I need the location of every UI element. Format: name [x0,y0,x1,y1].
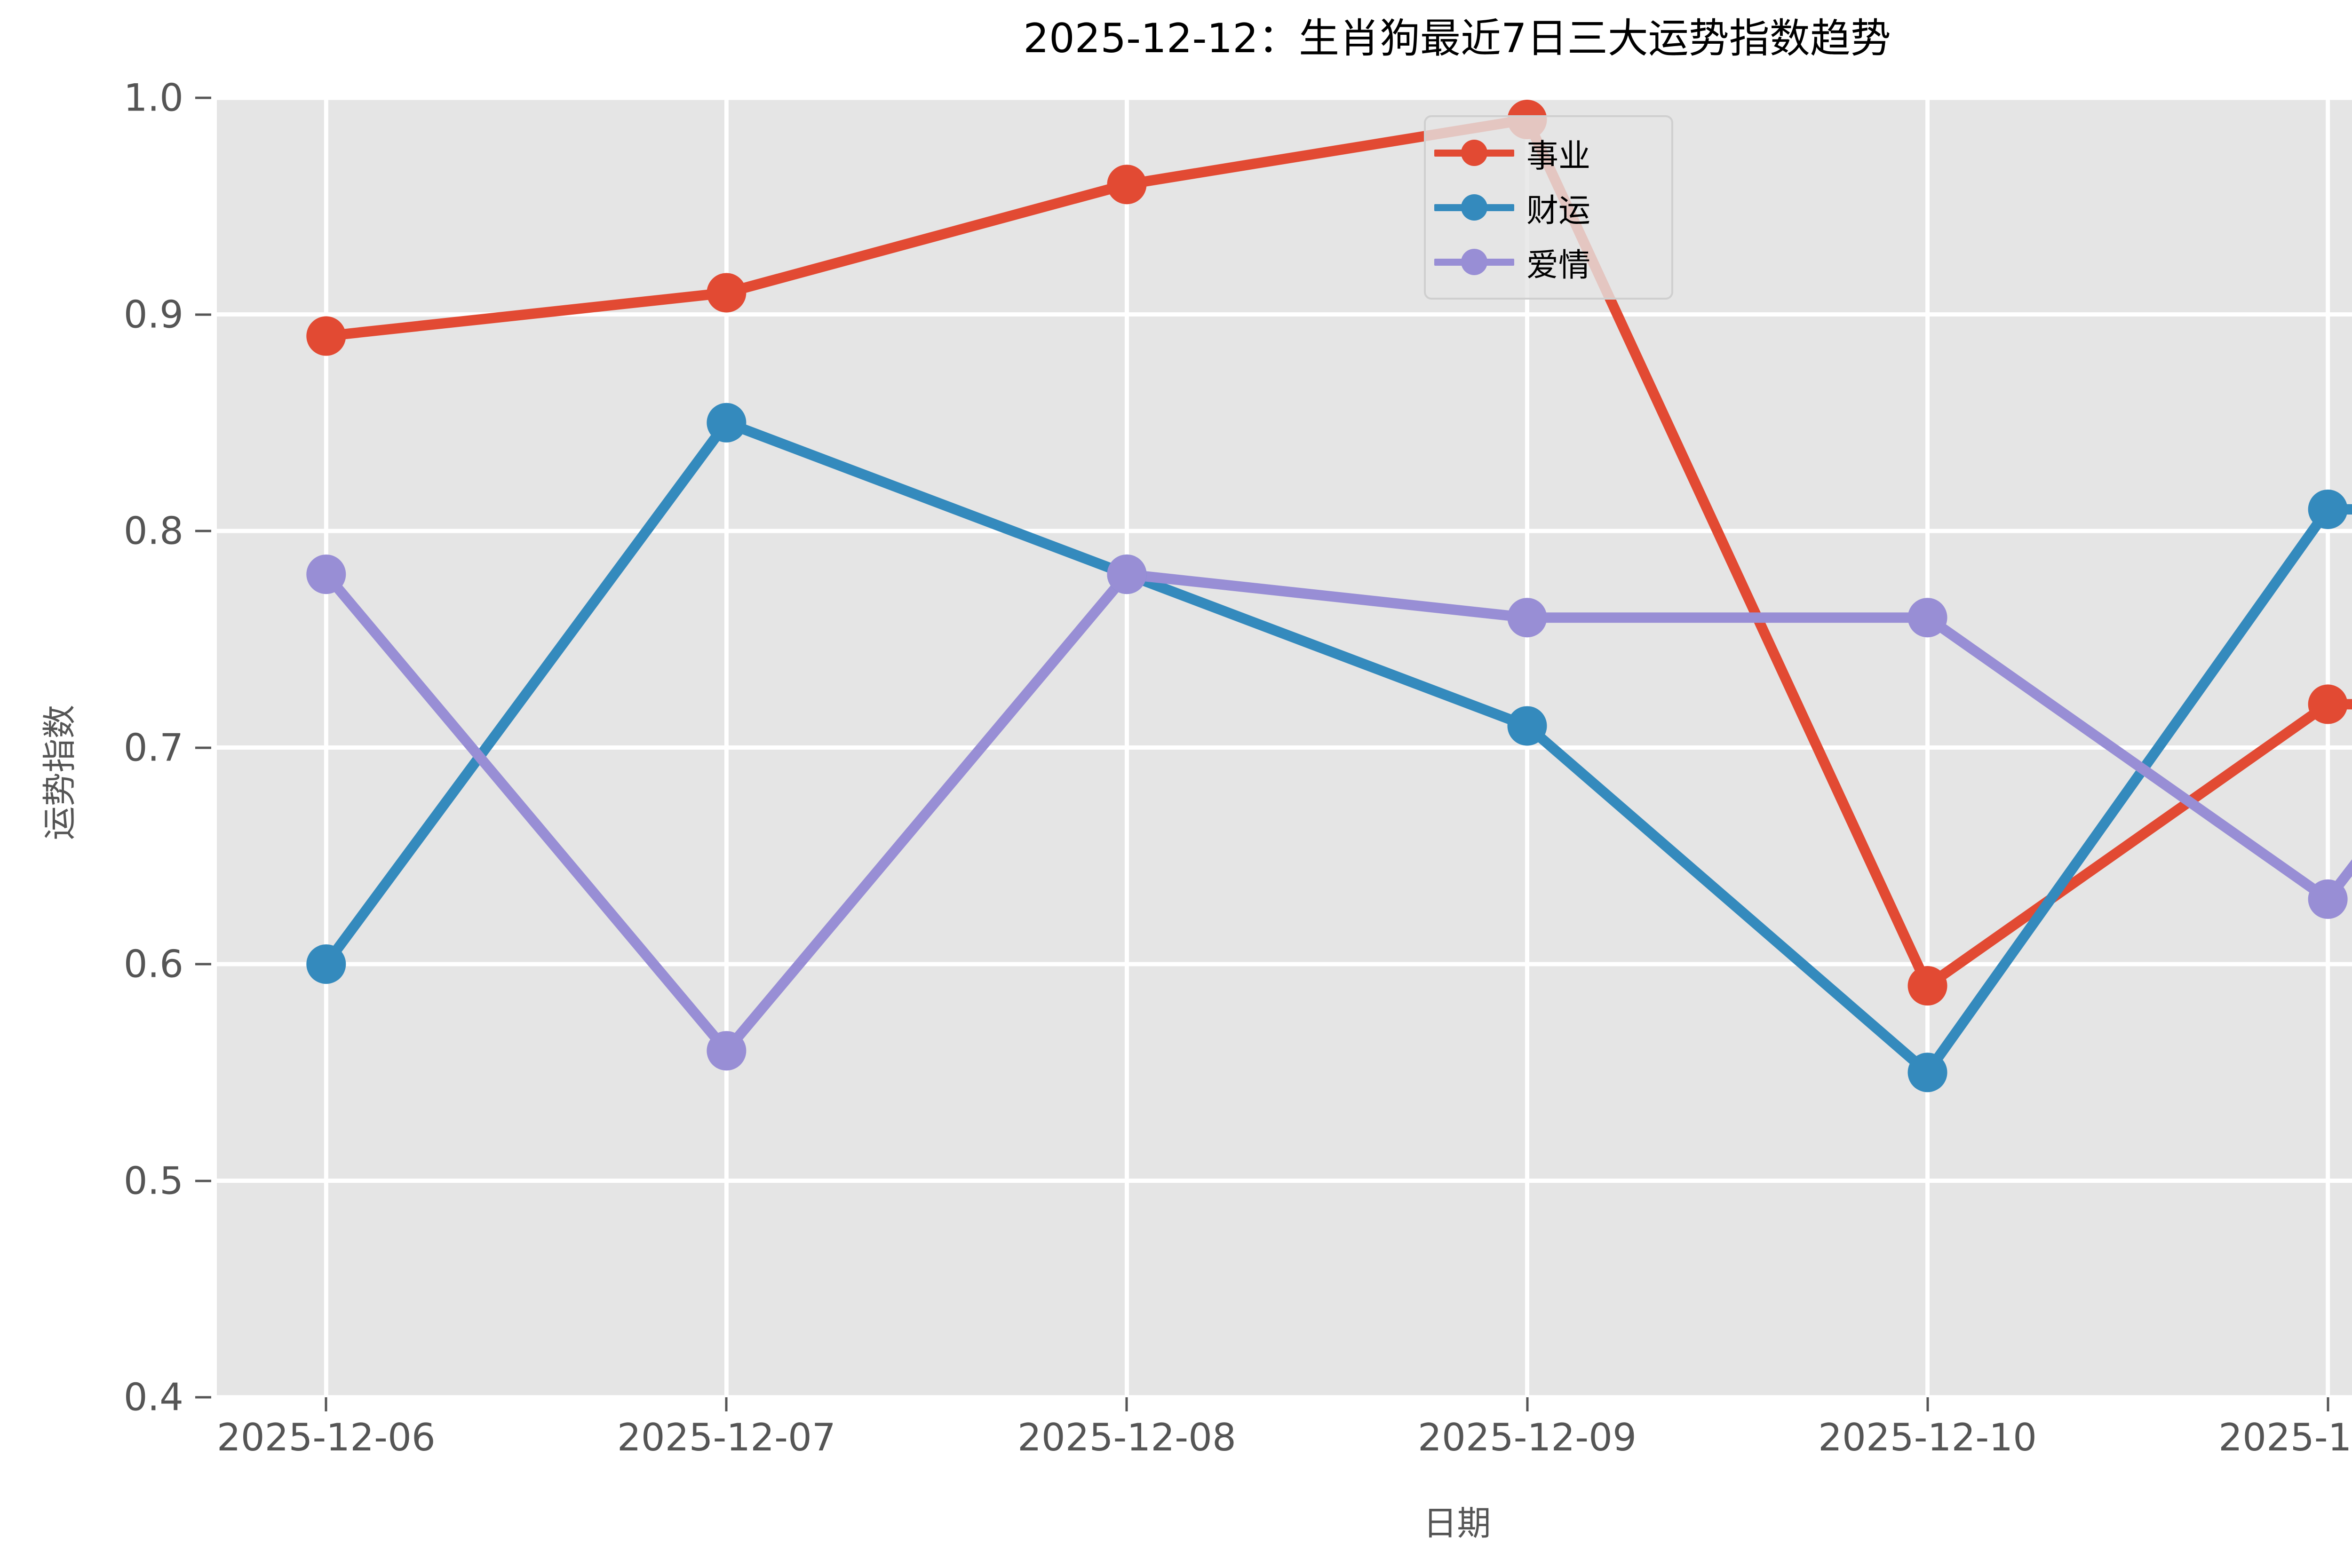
legend-label-wealth: 财运 [1526,192,1591,230]
data-point[interactable] [1107,165,1147,205]
data-point[interactable] [1907,966,1947,1006]
x-tick-label: 2025-12-10 [1818,1416,2037,1459]
legend[interactable]: 事业 财运 爱情 [1424,115,1673,300]
y-tick-label: 0.4 [123,1375,183,1419]
y-tick-mark [195,1396,211,1399]
x-tick-label: 2025-12-09 [1418,1416,1637,1459]
y-tick-label: 0.7 [123,726,183,769]
data-point[interactable] [306,316,346,356]
y-tick-label: 1.0 [123,76,183,120]
data-point[interactable] [707,273,747,313]
data-point[interactable] [1107,554,1147,594]
plot-area [217,98,2352,1397]
legend-item-wealth[interactable]: 财运 [1434,180,1662,235]
series-lines [306,100,2352,1093]
series-line-2 [321,569,2352,1056]
data-point[interactable] [1507,706,1547,746]
legend-swatch-wealth [1434,194,1514,221]
data-point[interactable] [707,403,747,443]
legend-swatch-love [1434,249,1514,275]
legend-item-love[interactable]: 爱情 [1434,235,1662,289]
x-tick-mark [725,1397,728,1411]
data-point[interactable] [1907,598,1947,638]
y-tick-mark [195,530,211,532]
data-point[interactable] [707,1031,747,1071]
legend-label-love: 爱情 [1526,246,1591,284]
y-tick-mark [195,1180,211,1182]
data-point[interactable] [306,554,346,594]
gridlines [217,98,2352,1397]
y-tick-mark [195,963,211,966]
x-tick-mark [325,1397,327,1411]
data-point[interactable] [2308,489,2348,529]
y-tick-mark [195,96,211,99]
y-tick-label: 0.5 [123,1159,183,1203]
legend-item-career[interactable]: 事业 [1434,126,1662,180]
y-tick-label: 0.9 [123,293,183,336]
x-tick-label: 2025-12-07 [617,1416,836,1459]
data-point[interactable] [1507,598,1547,638]
y-tick-mark [195,746,211,749]
y-tick-mark [195,313,211,316]
y-tick-label: 0.6 [123,942,183,986]
legend-swatch-career [1434,140,1514,166]
legend-marker-wealth [1461,194,1487,221]
data-point[interactable] [2308,684,2348,724]
x-tick-mark [1125,1397,1128,1411]
legend-marker-career [1461,140,1487,166]
x-tick-mark [1926,1397,1929,1411]
x-axis-label: 日期 [1423,1504,1491,1543]
x-tick-label: 2025-12-06 [216,1416,436,1459]
legend-label-career: 事业 [1526,137,1591,175]
data-point[interactable] [1907,1053,1947,1093]
y-tick-label: 0.8 [123,509,183,553]
legend-marker-love [1461,249,1487,275]
x-tick-label: 2025-12-11 [2218,1416,2352,1459]
x-tick-label: 2025-12-08 [1017,1416,1236,1459]
x-tick-mark [1526,1397,1528,1411]
series-line-1 [321,417,2352,1078]
x-tick-mark [2327,1397,2329,1411]
data-point[interactable] [306,944,346,984]
chart-title: 2025-12-12：生肖狗最近7日三大运势指数趋势 [1023,15,1891,62]
y-axis-label: 运势指数 [40,705,79,840]
data-point[interactable] [2308,879,2348,919]
